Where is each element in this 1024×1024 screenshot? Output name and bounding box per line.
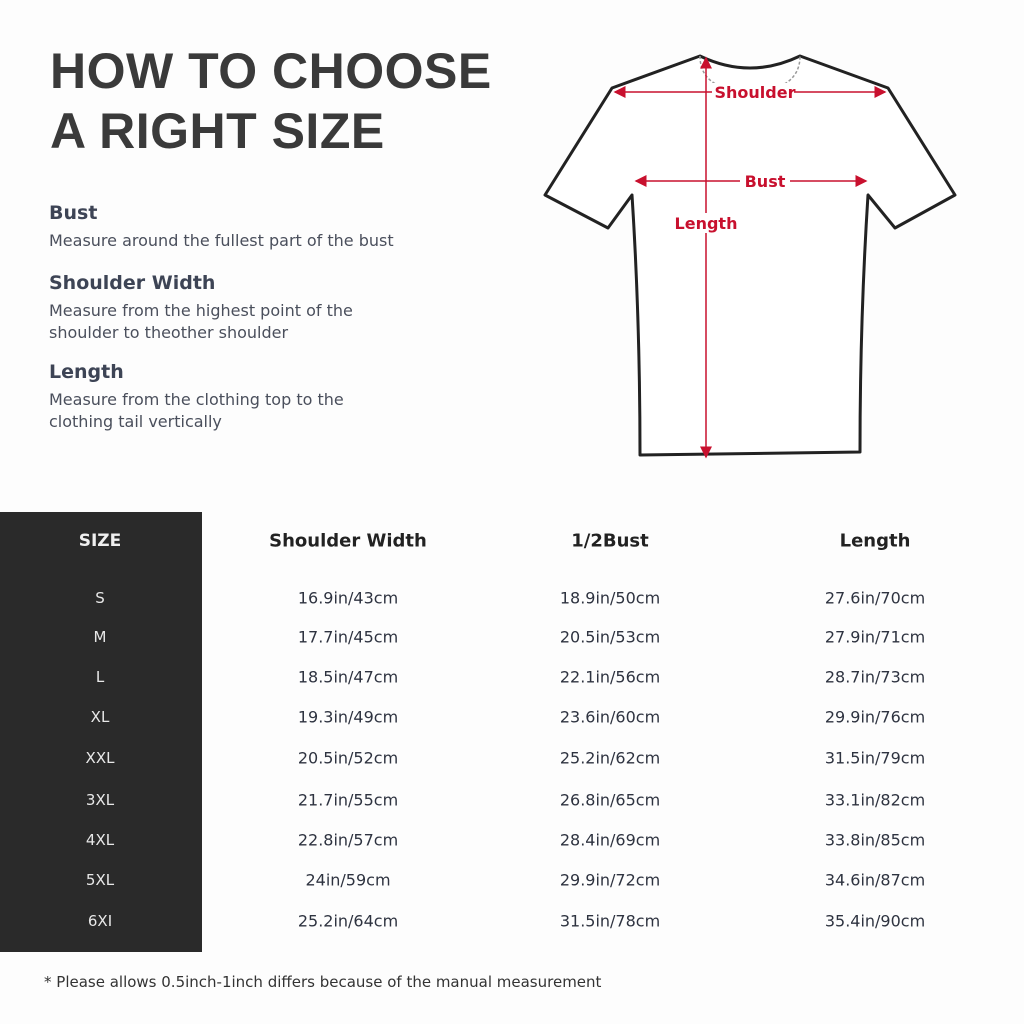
header-shoulder-width: Shoulder Width [269,530,427,552]
cell-size: S [95,589,105,607]
cell-shoulder-width: 22.8in/57cm [297,830,399,850]
cell-size: M [93,628,107,646]
cell-half-bust: 31.5in/78cm [559,911,661,931]
length-heading: Length [49,361,124,383]
length-description: Measure from the clothing top to the clo… [49,390,344,431]
cell-half-bust: 28.4in/69cm [559,830,661,850]
cell-size: XXL [85,749,115,767]
cell-size: L [95,668,105,686]
cell-half-bust: 22.1in/56cm [559,667,661,687]
cell-half-bust: 25.2in/62cm [559,748,661,768]
cell-shoulder-width: 20.5in/52cm [297,748,399,768]
cell-shoulder-width: 16.9in/43cm [297,588,399,608]
cell-length: 27.6in/70cm [824,588,926,608]
cell-size: 3XL [85,791,115,809]
bust-heading: Bust [49,202,98,224]
cell-half-bust: 20.5in/53cm [559,627,661,647]
size-column-background [0,512,202,952]
cell-half-bust: 26.8in/65cm [559,790,661,810]
title-line-2: A RIGHT SIZE [50,103,385,159]
cell-shoulder-width: 17.7in/45cm [297,627,399,647]
tshirt-diagram: Shoulder Bust Length [543,54,957,459]
length-label: Length [675,214,738,233]
cell-length: 35.4in/90cm [824,911,926,931]
tshirt-outline [543,54,957,457]
header-size: SIZE [78,531,122,551]
cell-size: 4XL [85,831,115,849]
cell-shoulder-width: 18.5in/47cm [297,667,399,687]
header-half-bust: 1/2Bust [571,530,649,552]
cell-shoulder-width: 21.7in/55cm [297,790,399,810]
shoulder-description: Measure from the highest point of the sh… [49,301,353,342]
cell-length: 33.1in/82cm [824,790,926,810]
bust-description: Measure around the fullest part of the b… [49,231,394,250]
cell-length: 27.9in/71cm [824,627,926,647]
cell-length: 34.6in/87cm [824,870,926,890]
footnote: * Please allows 0.5inch-1inch differs be… [44,973,602,991]
cell-size: XL [90,708,110,726]
shoulder-label: Shoulder [715,83,796,102]
header-length: Length [839,530,911,552]
cell-half-bust: 18.9in/50cm [559,588,661,608]
collar [699,55,801,93]
cell-shoulder-width: 19.3in/49cm [297,707,399,727]
cell-length: 33.8in/85cm [824,830,926,850]
cell-half-bust: 29.9in/72cm [559,870,661,890]
cell-shoulder-width: 24in/59cm [305,870,391,890]
cell-length: 29.9in/76cm [824,707,926,727]
cell-shoulder-width: 25.2in/64cm [297,911,399,931]
cell-half-bust: 23.6in/60cm [559,707,661,727]
cell-length: 28.7in/73cm [824,667,926,687]
cell-size: 5XL [85,871,115,889]
bust-label: Bust [745,172,786,191]
shoulder-heading: Shoulder Width [49,272,216,294]
title-line-1: HOW TO CHOOSE [50,43,492,99]
cell-size: 6XI [87,912,113,930]
cell-length: 31.5in/79cm [824,748,926,768]
